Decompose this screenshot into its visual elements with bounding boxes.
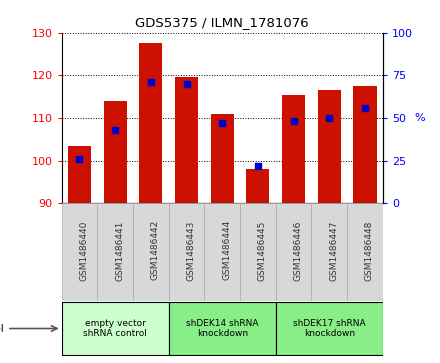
Point xyxy=(147,79,154,85)
FancyBboxPatch shape xyxy=(276,302,383,355)
Point xyxy=(183,81,190,87)
Text: GSM1486445: GSM1486445 xyxy=(258,220,267,281)
FancyBboxPatch shape xyxy=(276,203,312,301)
Y-axis label: %: % xyxy=(414,113,425,123)
Text: GSM1486444: GSM1486444 xyxy=(222,220,231,281)
FancyBboxPatch shape xyxy=(62,203,97,301)
FancyBboxPatch shape xyxy=(240,203,276,301)
Bar xyxy=(175,77,198,203)
FancyBboxPatch shape xyxy=(204,203,240,301)
Point xyxy=(219,120,226,126)
Text: GSM1486440: GSM1486440 xyxy=(80,220,88,281)
Point xyxy=(326,115,333,121)
Bar xyxy=(318,90,341,203)
Point xyxy=(361,105,368,111)
Text: GSM1486446: GSM1486446 xyxy=(293,220,303,281)
FancyBboxPatch shape xyxy=(133,203,169,301)
Bar xyxy=(103,101,127,203)
Text: GSM1486448: GSM1486448 xyxy=(365,220,374,281)
FancyBboxPatch shape xyxy=(169,203,204,301)
Point xyxy=(254,163,261,169)
Text: shDEK14 shRNA
knockdown: shDEK14 shRNA knockdown xyxy=(186,319,258,338)
Bar xyxy=(282,94,305,203)
Text: GSM1486447: GSM1486447 xyxy=(329,220,338,281)
Bar xyxy=(353,86,377,203)
Text: GSM1486442: GSM1486442 xyxy=(151,220,160,281)
Point xyxy=(76,156,83,162)
FancyBboxPatch shape xyxy=(347,203,383,301)
Text: GSM1486443: GSM1486443 xyxy=(187,220,195,281)
FancyBboxPatch shape xyxy=(97,203,133,301)
Bar xyxy=(139,43,162,203)
FancyBboxPatch shape xyxy=(169,302,276,355)
FancyBboxPatch shape xyxy=(62,302,169,355)
Point xyxy=(290,118,297,124)
FancyBboxPatch shape xyxy=(312,203,347,301)
Text: shDEK17 shRNA
knockdown: shDEK17 shRNA knockdown xyxy=(293,319,366,338)
Title: GDS5375 / ILMN_1781076: GDS5375 / ILMN_1781076 xyxy=(136,16,309,29)
Point xyxy=(112,127,119,133)
Text: protocol: protocol xyxy=(0,323,4,334)
Text: GSM1486441: GSM1486441 xyxy=(115,220,124,281)
Bar xyxy=(211,114,234,203)
Bar xyxy=(246,169,269,203)
Bar xyxy=(68,146,91,203)
Text: empty vector
shRNA control: empty vector shRNA control xyxy=(83,319,147,338)
